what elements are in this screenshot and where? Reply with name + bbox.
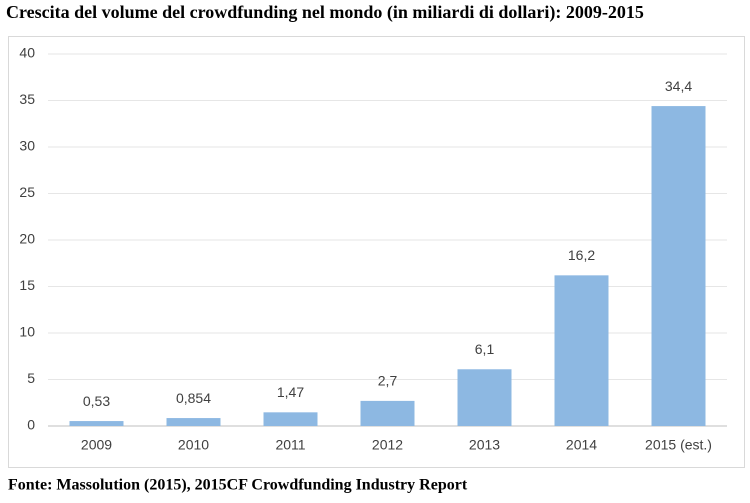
source-note: Fonte: Massolution (2015), 2015CF Crowdf… <box>8 477 468 494</box>
y-tick-label: 5 <box>27 370 35 386</box>
bar <box>651 106 706 426</box>
bar <box>166 418 221 426</box>
x-tick-label: 2015 (est.) <box>645 437 712 453</box>
bar <box>360 400 415 426</box>
chart-title: Crescita del volume del crowdfunding nel… <box>6 2 644 23</box>
y-tick-label: 35 <box>19 91 35 107</box>
y-tick-label: 20 <box>19 231 35 247</box>
x-tick-label: 2012 <box>372 437 403 453</box>
value-label: 0,854 <box>176 390 211 406</box>
value-label: 16,2 <box>568 247 595 263</box>
x-tick-label: 2010 <box>178 437 209 453</box>
bar <box>69 421 124 426</box>
x-tick-label: 2011 <box>275 437 305 453</box>
bar <box>263 412 318 426</box>
x-tick-label: 2013 <box>469 437 500 453</box>
value-label: 2,7 <box>378 373 398 389</box>
y-tick-label: 30 <box>19 138 35 154</box>
bar <box>554 275 609 426</box>
y-tick-label: 25 <box>19 184 35 200</box>
value-label: 6,1 <box>475 341 495 357</box>
chart-frame <box>8 36 745 468</box>
value-label: 34,4 <box>665 78 692 94</box>
value-label: 0,53 <box>83 393 110 409</box>
value-label: 1,47 <box>277 384 304 400</box>
bar <box>457 369 512 426</box>
y-tick-label: 10 <box>19 324 35 340</box>
x-tick-label: 2009 <box>81 437 112 453</box>
y-tick-label: 0 <box>27 417 35 433</box>
y-tick-label: 15 <box>19 277 35 293</box>
y-tick-label: 40 <box>19 45 35 61</box>
x-tick-label: 2014 <box>566 437 597 453</box>
